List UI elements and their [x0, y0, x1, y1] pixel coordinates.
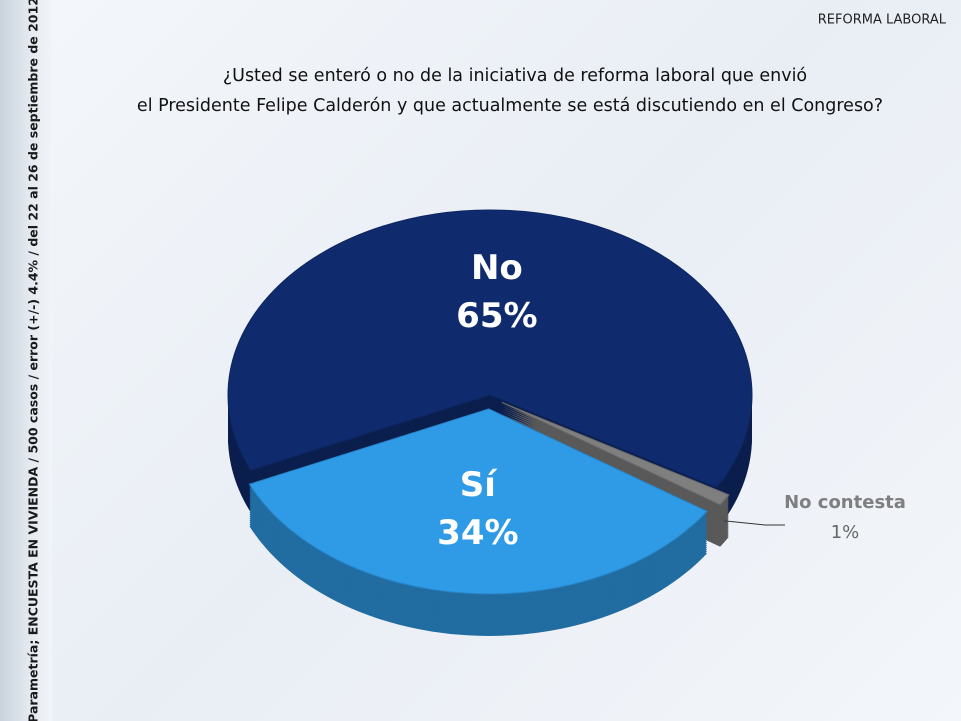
header: REFORMA LABORAL — [818, 13, 947, 28]
leader-line — [724, 520, 785, 526]
source-note: Parametría; ENCUESTA EN VIVIENDA / 500 c… — [26, 0, 41, 721]
slice-label: Sí — [460, 465, 498, 505]
side-strip — [0, 0, 52, 721]
value-label: 65% — [456, 296, 537, 336]
chart-title: el Presidente Felipe Calderón y que actu… — [137, 96, 883, 116]
slice — [227, 209, 753, 489]
slice — [248, 408, 708, 595]
value-label: 34% — [437, 513, 518, 553]
chart-title: ¿Usted se enteró o no de la iniciativa d… — [223, 66, 807, 86]
slice — [501, 401, 730, 506]
slice-label: No contesta — [784, 492, 906, 513]
slice-label: No — [471, 248, 523, 288]
value-label: 1% — [831, 522, 860, 543]
